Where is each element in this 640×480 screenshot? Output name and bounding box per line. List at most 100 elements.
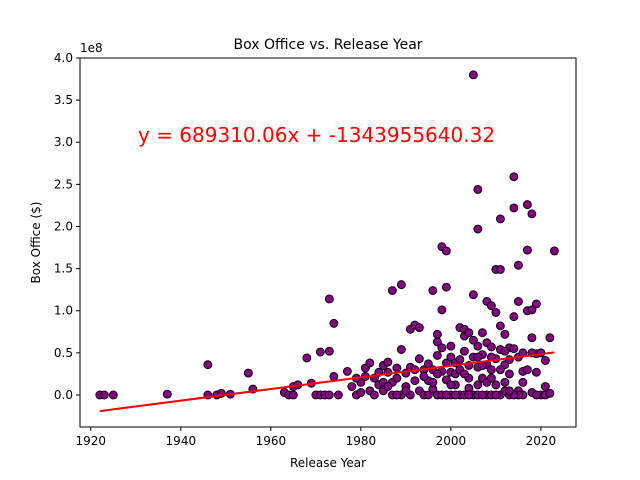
regression-equation: y = 689310.06x + -1343955640.32 [138,123,495,147]
y-tick-label: 0.5 [54,346,73,360]
y-tick-label: 2.0 [54,219,73,233]
data-point [450,390,460,400]
data-point [243,368,253,378]
data-point [473,341,483,351]
data-point [495,214,505,224]
data-point [491,307,501,317]
data-point [527,209,537,219]
data-point [437,343,447,353]
x-tick-label: 2020 [526,434,557,448]
data-point [513,260,523,270]
data-point [549,246,559,256]
plot-area [80,58,576,427]
data-point [392,373,402,383]
data-point [495,321,505,331]
axis-ticks: 1920 1940 1960 1980 2000 2020 0.0 0.5 1.0 1.5 2.0 2… [54,51,556,448]
data-point [432,350,442,360]
data-point [495,265,505,274]
data-point [531,390,541,400]
data-point [522,365,532,375]
data-point [473,352,483,362]
data-point [333,390,343,400]
data-point [396,280,406,290]
data-point [491,390,501,400]
data-point [545,333,555,343]
data-point [365,358,375,368]
data-point [477,390,487,400]
data-point [468,290,478,300]
data-point [509,344,519,354]
data-point [455,355,465,365]
data-point [324,390,334,400]
data-point [396,345,406,354]
data-points [95,70,559,400]
data-point [441,390,451,400]
data-point [459,369,469,379]
y-offset-label: 1e8 [80,41,103,55]
data-point [387,286,397,295]
x-tick-label: 1960 [256,434,287,448]
data-point [500,329,510,339]
data-point [500,346,510,356]
data-point [527,333,537,343]
data-point [423,390,433,400]
data-point [486,301,496,311]
data-point [468,335,478,345]
y-tick-label: 0.0 [54,388,73,402]
data-point [288,390,298,400]
x-tick-label: 1920 [76,434,107,448]
data-point [495,365,505,375]
data-point [545,388,555,398]
data-point [441,282,451,292]
data-point [486,373,496,383]
data-point [491,380,501,390]
data-point [509,312,519,322]
regression-line [99,351,555,413]
data-point [504,386,514,396]
data-point [527,305,537,315]
data-point [500,377,510,387]
data-point [428,377,438,387]
y-axis-label: Box Office ($) [29,202,43,284]
plot-frame [79,57,577,428]
data-point [383,357,393,367]
x-tick-label: 1980 [346,434,377,448]
data-point [329,372,339,381]
data-point [383,382,393,392]
data-point [459,346,469,356]
data-point [347,382,357,392]
data-point [428,286,438,295]
data-point [432,369,442,379]
x-axis-label: Release Year [290,456,366,470]
y-tick-label: 3.0 [54,135,73,149]
data-point [473,224,483,234]
data-point [401,386,411,396]
data-point [414,323,424,333]
data-point [108,390,118,400]
y-tick-label: 1.5 [54,262,73,276]
chart-title: Box Office vs. Release Year [233,37,422,53]
data-point [324,346,334,356]
y-tick-label: 2.5 [54,177,73,191]
data-point [522,245,532,255]
data-point [414,354,424,364]
data-point [522,200,532,210]
regression-line-group [99,351,555,413]
data-point [464,328,474,338]
data-point [162,389,172,399]
y-tick-label: 4.0 [54,51,73,65]
data-point [369,390,379,400]
data-point [531,367,541,377]
data-point [477,328,487,338]
data-point [504,369,514,379]
data-point [203,360,213,370]
data-point [486,342,496,352]
data-point [513,297,523,306]
x-tick-label: 2000 [436,434,467,448]
data-point [540,355,550,365]
data-point [356,388,366,397]
data-point [518,377,528,387]
data-point [432,329,442,339]
data-point [392,363,402,373]
